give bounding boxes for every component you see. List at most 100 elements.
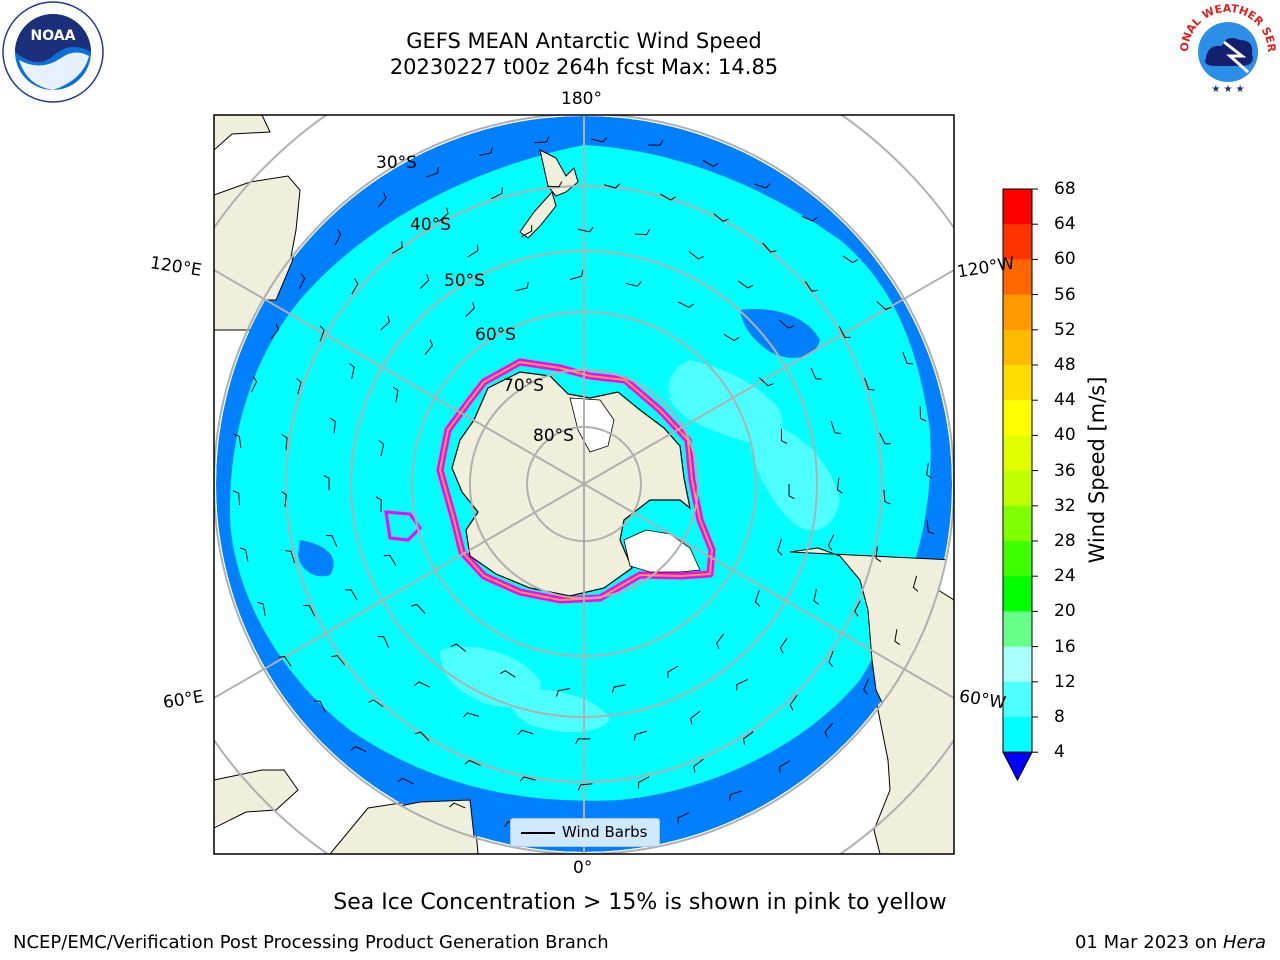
- wind-barb: [926, 519, 935, 535]
- wind-barb: [478, 147, 493, 156]
- colorbar-segment: [1003, 435, 1032, 472]
- wind-barb: [232, 490, 241, 506]
- wind-barb: [314, 700, 326, 713]
- wind-barb: [577, 783, 593, 791]
- wind-barb: [296, 378, 302, 395]
- wind-barb: [736, 678, 749, 691]
- wind-barb: [715, 633, 725, 649]
- lat-label-70: 70°S: [503, 376, 544, 396]
- wind-barb: [467, 244, 479, 258]
- wind-barb: [465, 302, 475, 317]
- wind-barb: [239, 547, 249, 562]
- weddell-ice-shelf: [623, 529, 701, 573]
- wind-barb: [303, 605, 316, 617]
- wind-barb: [788, 483, 795, 500]
- wind-barb: [414, 731, 430, 742]
- colorbar-tick-label: 40: [1054, 425, 1076, 446]
- colorbar-segment: [1003, 576, 1032, 612]
- wind-barb: [270, 323, 280, 340]
- wind-barbs: [232, 136, 935, 839]
- wind-barb: [233, 433, 242, 449]
- wind-barb: [391, 241, 403, 254]
- wind-barb: [569, 270, 584, 280]
- wind-barb: [813, 588, 820, 605]
- colorbar-tick-label: 36: [1054, 460, 1076, 481]
- wind-barb: [350, 746, 367, 753]
- wind-barb: [323, 475, 330, 491]
- wind-barb: [499, 670, 516, 678]
- colorbar-tick-label: 12: [1054, 671, 1076, 692]
- colorbar-tick-label: 16: [1054, 636, 1076, 657]
- wind-barb: [789, 694, 798, 711]
- wind-barb: [517, 729, 534, 735]
- colorbar-segment: [1003, 365, 1032, 401]
- wind-barb: [603, 183, 621, 189]
- wind-barb: [854, 600, 861, 617]
- wind-barb: [693, 758, 704, 773]
- lat-label-50: 50°S: [444, 271, 485, 291]
- wind-barb: [864, 377, 875, 391]
- plot-subtitle: 20230227 t00z 264h fcst Max: 14.85: [389, 55, 779, 79]
- lat-labels: 30°S 40°S 50°S 60°S 70°S 80°S: [376, 153, 574, 446]
- wind-barb: [410, 603, 426, 614]
- wind-barb: [713, 213, 729, 222]
- wind-barb: [449, 802, 466, 809]
- wind-barb: [647, 139, 664, 146]
- plot-title: GEFS MEAN Antarctic Wind Speed: [406, 29, 762, 53]
- wind-barb: [345, 589, 358, 601]
- wind-barb: [329, 417, 336, 434]
- wind-barb: [690, 710, 701, 725]
- noa-logo-text: NOAA: [31, 28, 76, 44]
- wind-barb: [758, 377, 774, 387]
- lat-label-60: 60°S: [475, 325, 516, 345]
- wind-barb: [625, 281, 642, 287]
- wind-barb: [380, 315, 391, 331]
- wind-barb: [779, 637, 788, 654]
- colorbar-segment: [1003, 329, 1032, 366]
- lon-label-180: 180°: [561, 89, 602, 109]
- graticule: [214, 115, 954, 854]
- colorbar-tick-label: 52: [1054, 319, 1076, 340]
- footer-date-text: 01 Mar 2023 on: [1074, 932, 1223, 953]
- wind-barb: [660, 193, 676, 201]
- lat-label-30: 30°S: [376, 153, 417, 173]
- wind-barb: [491, 187, 503, 200]
- wind-barb: [762, 242, 777, 253]
- wind-barb: [438, 207, 449, 222]
- wind-barb: [463, 712, 480, 718]
- colorbar-segment: [1003, 259, 1032, 296]
- ross-ice-shelf: [569, 397, 615, 453]
- wind-barb: [777, 539, 783, 556]
- colorbar: [1002, 188, 1038, 782]
- wind-barb: [577, 226, 594, 233]
- wind-barb: [281, 434, 288, 450]
- colorbar-label: Wind Speed [m/s]: [1085, 376, 1109, 564]
- wind-barb: [534, 136, 550, 144]
- wind-barb: [667, 665, 679, 678]
- svg-text:★ ★ ★: ★ ★ ★: [1211, 84, 1244, 95]
- wind-barb: [464, 759, 481, 767]
- wind-barb: [377, 192, 387, 208]
- colorbar-tick-label: 64: [1054, 214, 1076, 235]
- wind-barb: [611, 684, 626, 694]
- nws-logo-icon: NATIONAL WEATHER SERVICE ★ ★ ★: [1176, 0, 1278, 98]
- footer-date: 01 Mar 2023 on Hera: [1075, 932, 1266, 953]
- lon-label-0: 0°: [573, 858, 593, 878]
- wind-barb: [250, 376, 258, 393]
- colorbar-segment: [1003, 505, 1032, 542]
- wind-barb: [824, 722, 834, 738]
- wind-barb: [419, 274, 430, 289]
- colorbar-tick-label: 8: [1054, 707, 1065, 727]
- wind-barb: [879, 432, 891, 445]
- wind-barb: [919, 406, 927, 422]
- wind-barb: [637, 776, 650, 789]
- footer-org: NCEP/EMC/Verification Post Processing Pr…: [13, 932, 609, 953]
- wind-barb: [863, 678, 870, 695]
- map-frame: [213, 114, 955, 855]
- wind-barb: [375, 496, 382, 512]
- wind-barb: [743, 731, 754, 745]
- wind-barb: [926, 462, 932, 479]
- wind-barb: [278, 655, 292, 667]
- wind-barb: [633, 730, 647, 741]
